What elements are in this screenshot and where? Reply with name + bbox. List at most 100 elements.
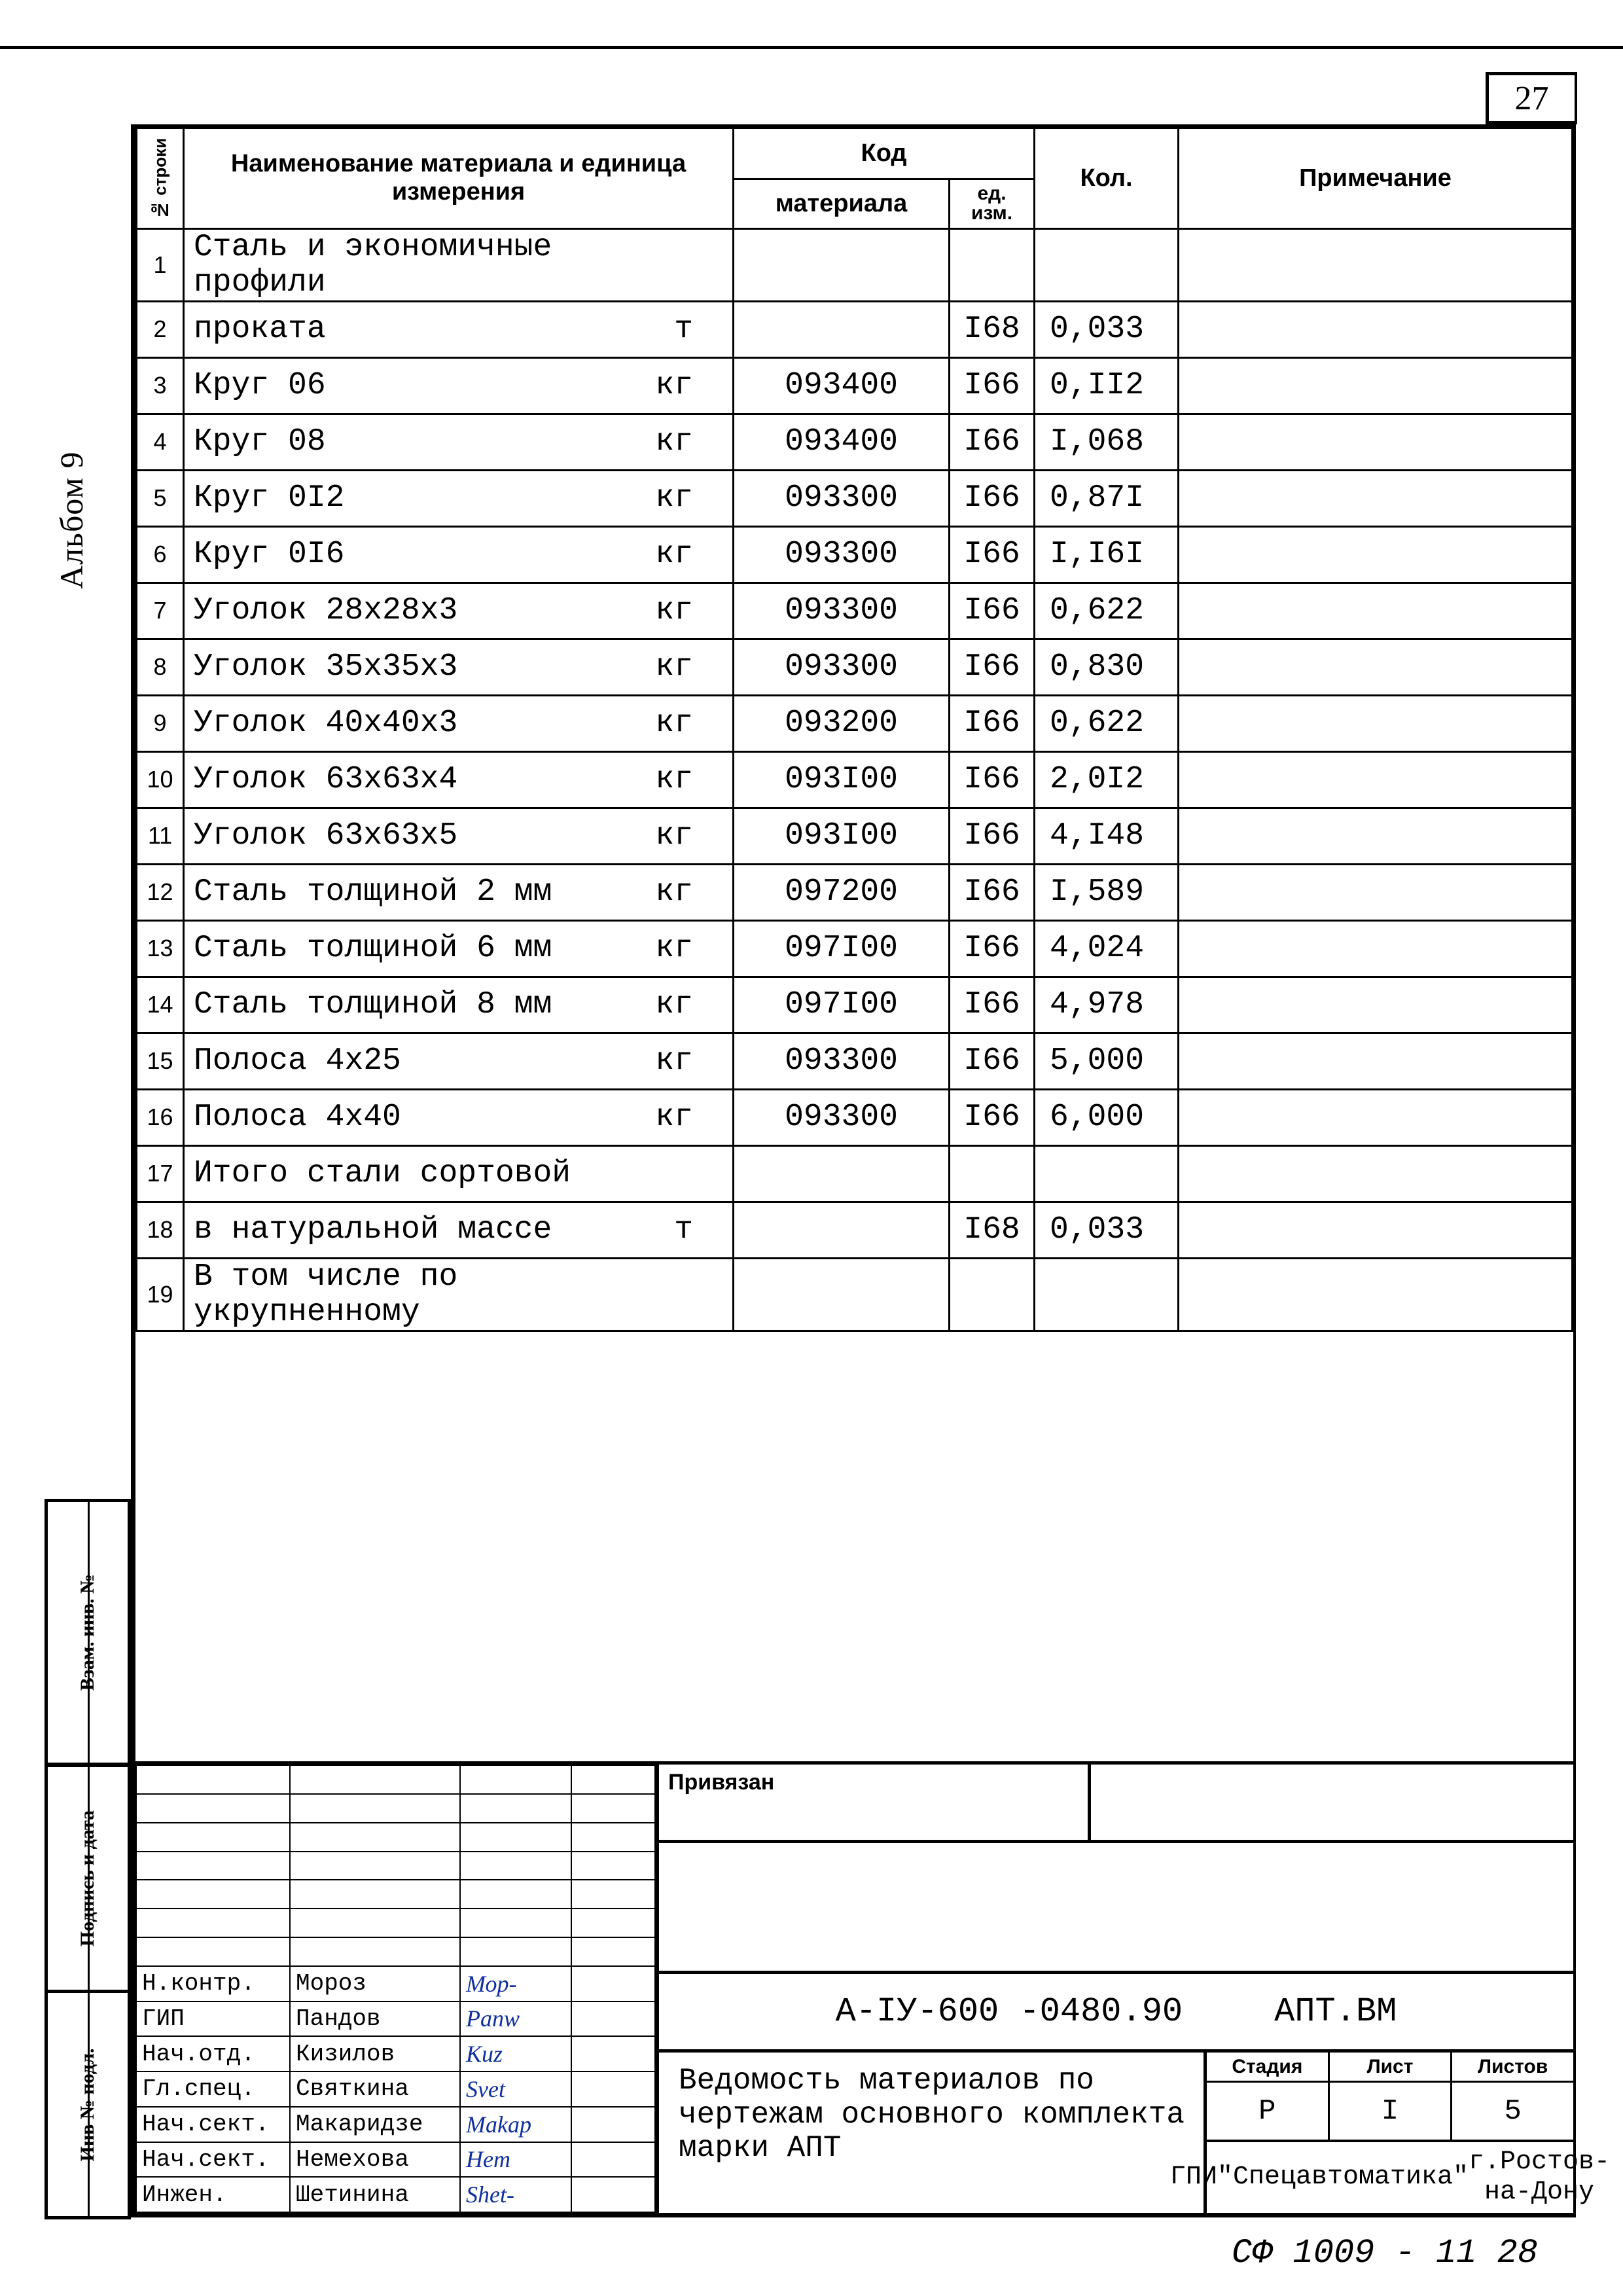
approval-role [136,1852,290,1880]
footer-code: СФ 1009 - 11 28 [1232,2234,1538,2272]
approval-date [571,2036,655,2072]
approval-role: Нач.отд. [136,2036,290,2072]
cell-ed: I66 [950,695,1035,751]
table-row: 6Круг 0I6кг093300I66I,I6I [137,526,1573,583]
cell-rownum: 10 [137,751,184,808]
table-row: 13Сталь толщиной 6 ммкг097I00I664,024 [137,920,1573,977]
stage-sheet-block: Стадия Лист Листов Р I 5 [1207,2053,1573,2142]
approval-sign [460,1880,571,1909]
side-stamp-podpis: Подпись и дата [45,1764,131,1993]
cell-rownum: 11 [137,808,184,864]
cell-name: проката [184,301,603,357]
cell-name: Сталь и экономичные профили [184,228,603,301]
spec-table: № строки Наименование материала и единиц… [135,129,1573,1332]
cell-rownum: 9 [137,695,184,751]
cell-ed: I66 [950,1089,1035,1145]
cell-code [734,301,950,357]
cell-note [1179,228,1573,301]
approval-role: Гл.спец. [136,2072,290,2107]
cell-qty: 6,000 [1035,1089,1179,1145]
doc-suffix: АПТ.ВМ [1274,1992,1397,2031]
side-stamp-vzam: Взам. инв. № [45,1499,131,1766]
h-sheets: Листов [1452,2053,1573,2081]
cell-rownum: 16 [137,1089,184,1145]
page-number: 27 [1486,72,1577,124]
cell-unit: кг [603,470,734,526]
cell-name: Полоса 4х25 [184,1033,603,1089]
cell-note [1179,695,1573,751]
approval-row: ГИППандовPanw [136,2001,655,2037]
cell-note [1179,357,1573,414]
cell-ed [950,1145,1035,1202]
table-row: 10Уголок 63х63х4кг093I00I662,0I2 [137,751,1573,808]
th-note: Примечание [1179,129,1573,228]
th-qty: Кол. [1035,129,1179,228]
cell-code: 093300 [734,583,950,639]
approval-person [290,1909,460,1937]
approval-person [290,1794,460,1823]
approval-date [571,2177,655,2212]
cell-qty: I,589 [1035,864,1179,920]
title-block: Привязан А-IУ-600 -0480.90 АПТ.ВМ Ведомо… [659,1761,1573,2213]
cell-qty [1035,1258,1179,1331]
th-kod: Код [734,129,1035,179]
approval-role [136,1765,290,1794]
top-rule [0,46,1623,49]
table-row: 9Уголок 40х40х3кг093200I660,622 [137,695,1573,751]
cell-code [734,1258,950,1331]
cell-code: 097I00 [734,977,950,1033]
cell-qty: 0,II2 [1035,357,1179,414]
cell-qty: I,068 [1035,414,1179,470]
approval-sign: Мор- [460,1966,571,2001]
cell-note [1179,414,1573,470]
cell-code: 093300 [734,1089,950,1145]
cell-unit: кг [603,751,734,808]
cell-unit: кг [603,808,734,864]
cell-note [1179,1089,1573,1145]
approval-role: ГИП [136,2001,290,2037]
approval-person: Немехова [290,2142,460,2178]
approval-sign: Kuz [460,2036,571,2072]
approval-row [136,1852,655,1880]
cell-name: в натуральной массе [184,1202,603,1258]
cell-rownum: 14 [137,977,184,1033]
cell-name: Круг 06 [184,357,603,414]
cell-unit: кг [603,526,734,583]
approval-row: Н.контр.МорозМор- [136,1966,655,2001]
cell-unit: кг [603,977,734,1033]
approval-role: Н.контр. [136,1966,290,2001]
cell-note [1179,470,1573,526]
cell-code [734,1145,950,1202]
doc-number-row: А-IУ-600 -0480.90 АПТ.ВМ [659,1974,1573,2053]
cell-name: Сталь толщиной 8 мм [184,977,603,1033]
cell-unit: кг [603,864,734,920]
approval-date [571,2142,655,2178]
cell-qty: 2,0I2 [1035,751,1179,808]
table-row: 8Уголок 35х35х3кг093300I660,830 [137,639,1573,695]
cell-rownum: 7 [137,583,184,639]
approval-sign [460,1937,571,1966]
approval-person: Макаридзе [290,2107,460,2142]
table-row: 16Полоса 4х40кг093300I666,000 [137,1089,1573,1145]
cell-ed: I66 [950,751,1035,808]
table-row: 2прокататI680,033 [137,301,1573,357]
cell-note [1179,1145,1573,1202]
v-stage: Р [1207,2083,1330,2140]
h-stage: Стадия [1207,2053,1330,2081]
cell-qty: 5,000 [1035,1033,1179,1089]
approval-row [136,1823,655,1852]
tb-top-empty [1091,1765,1573,1843]
album-label: Альбом 9 [52,452,90,590]
cell-name: Уголок 63х63х5 [184,808,603,864]
approval-person: Шетинина [290,2177,460,2212]
approval-sign [460,1765,571,1794]
cell-name: Уголок 35х35х3 [184,639,603,695]
cell-code: 093300 [734,1033,950,1089]
v-sheets: 5 [1452,2083,1573,2140]
cell-name: Сталь толщиной 2 мм [184,864,603,920]
cell-code: 093300 [734,526,950,583]
cell-code: 093I00 [734,751,950,808]
cell-unit: кг [603,583,734,639]
cell-code: 097200 [734,864,950,920]
cell-note [1179,583,1573,639]
